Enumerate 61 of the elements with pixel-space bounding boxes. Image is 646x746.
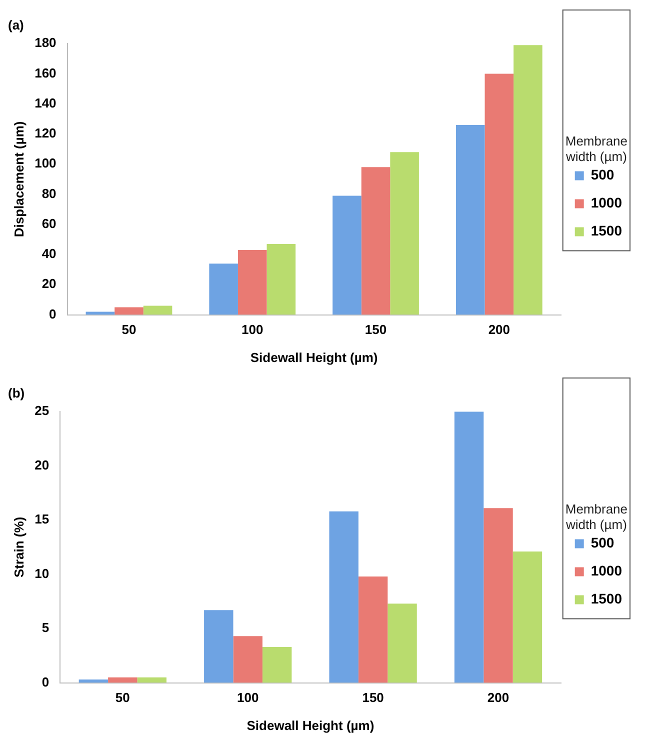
bar [114, 307, 144, 315]
bar [456, 124, 485, 315]
y-tick-label: 100 [34, 156, 56, 171]
bar [238, 250, 267, 315]
bar [484, 74, 514, 315]
bar [209, 264, 238, 315]
bar [358, 576, 388, 683]
y-tick-label: 180 [34, 35, 56, 50]
y-tick-label: 80 [42, 186, 56, 201]
bar [332, 196, 362, 315]
chart-title: (b) [8, 385, 25, 400]
legend-label: 1000 [590, 562, 622, 579]
bar [143, 306, 172, 315]
y-tick-label: 5 [42, 620, 50, 636]
y-tick-label: 120 [34, 126, 56, 141]
legend-label: 500 [590, 166, 614, 183]
bar [137, 677, 166, 683]
bar [108, 677, 138, 683]
legend-label: 500 [590, 534, 614, 551]
bar [454, 412, 484, 683]
x-tick-label: 200 [488, 322, 510, 338]
y-tick-label: 140 [34, 95, 56, 110]
bar [361, 167, 390, 315]
legend-label: 1500 [590, 590, 622, 607]
legend-label: 1000 [590, 194, 622, 211]
x-tick-label: 150 [362, 690, 384, 706]
y-tick-label: 160 [34, 65, 56, 80]
x-tick-label: 200 [487, 690, 510, 706]
y-tick-label: 40 [42, 246, 56, 262]
bar [233, 636, 262, 683]
x-axis-title: Sidewall Height (µm) [250, 350, 378, 365]
legend-label: 1500 [590, 222, 622, 239]
bar [78, 680, 108, 683]
y-tick-label: 25 [34, 403, 50, 418]
legend-title: Membrane width (µm) [564, 501, 628, 532]
bar [204, 610, 234, 683]
y-tick-label: 15 [34, 512, 50, 527]
y-axis-title: Displacement (µm) [11, 121, 26, 238]
y-tick-label: 20 [34, 457, 50, 472]
bar [266, 244, 296, 315]
bar [262, 647, 292, 683]
y-tick-label: 0 [42, 674, 50, 690]
y-tick-label: 20 [42, 276, 56, 292]
bar [329, 511, 358, 683]
y-tick-label: 10 [34, 566, 50, 581]
x-tick-label: 50 [122, 322, 136, 338]
bar [388, 604, 417, 683]
legend-title: Membrane width (µm) [564, 133, 628, 164]
bar [512, 552, 542, 683]
y-tick-label: 0 [49, 306, 56, 322]
x-tick-label: 50 [115, 690, 130, 706]
bar [390, 152, 419, 315]
y-tick-label: 60 [42, 216, 56, 231]
chart-title: (a) [8, 17, 24, 32]
bar [514, 45, 542, 315]
x-tick-label: 100 [237, 690, 259, 706]
x-tick-label: 100 [242, 322, 264, 338]
x-axis-title: Sidewall Height (µm) [246, 718, 374, 733]
y-axis-title: Strain (%) [11, 516, 26, 578]
x-tick-label: 150 [364, 322, 387, 338]
bar [484, 508, 513, 683]
